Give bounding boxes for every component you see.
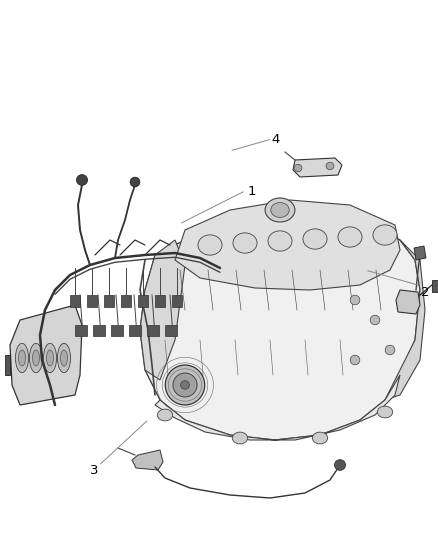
Ellipse shape — [18, 350, 25, 366]
Ellipse shape — [377, 406, 392, 418]
Ellipse shape — [265, 198, 295, 222]
Polygon shape — [155, 295, 165, 306]
Ellipse shape — [130, 177, 140, 187]
Ellipse shape — [350, 355, 360, 365]
Ellipse shape — [326, 162, 334, 169]
Ellipse shape — [294, 164, 302, 172]
Ellipse shape — [350, 295, 360, 305]
Polygon shape — [70, 295, 80, 306]
Polygon shape — [147, 325, 159, 336]
Text: 3: 3 — [90, 464, 99, 477]
Polygon shape — [140, 240, 185, 380]
Ellipse shape — [268, 231, 292, 251]
Text: 4: 4 — [272, 133, 280, 146]
Ellipse shape — [43, 343, 57, 373]
Ellipse shape — [271, 203, 289, 217]
Polygon shape — [138, 295, 148, 306]
Polygon shape — [140, 220, 420, 440]
Polygon shape — [172, 295, 182, 306]
Polygon shape — [93, 325, 105, 336]
Polygon shape — [175, 200, 400, 290]
Polygon shape — [293, 158, 342, 177]
Ellipse shape — [32, 350, 39, 366]
Polygon shape — [129, 325, 141, 336]
Polygon shape — [132, 450, 163, 470]
Polygon shape — [111, 325, 123, 336]
Ellipse shape — [370, 315, 380, 325]
Polygon shape — [432, 280, 438, 292]
Ellipse shape — [157, 409, 173, 421]
Ellipse shape — [57, 343, 71, 373]
Ellipse shape — [173, 373, 197, 397]
Ellipse shape — [303, 229, 327, 249]
Ellipse shape — [15, 343, 28, 373]
Ellipse shape — [373, 225, 397, 245]
Polygon shape — [121, 295, 131, 306]
Text: 1: 1 — [247, 185, 256, 198]
Polygon shape — [87, 295, 97, 306]
Polygon shape — [104, 295, 114, 306]
Ellipse shape — [198, 235, 222, 255]
Ellipse shape — [180, 381, 189, 389]
Polygon shape — [155, 375, 400, 440]
Ellipse shape — [338, 227, 362, 247]
Ellipse shape — [29, 343, 42, 373]
Polygon shape — [5, 355, 10, 375]
Ellipse shape — [165, 365, 205, 405]
Polygon shape — [75, 325, 87, 336]
Polygon shape — [10, 305, 82, 405]
Polygon shape — [414, 246, 426, 260]
Polygon shape — [385, 240, 425, 400]
Ellipse shape — [77, 175, 88, 185]
Text: 2: 2 — [420, 286, 429, 298]
Ellipse shape — [60, 350, 67, 366]
Ellipse shape — [385, 345, 395, 355]
Ellipse shape — [232, 432, 247, 444]
Ellipse shape — [312, 432, 328, 444]
Polygon shape — [396, 290, 420, 314]
Ellipse shape — [46, 350, 53, 366]
Ellipse shape — [233, 233, 257, 253]
Ellipse shape — [335, 459, 346, 470]
Polygon shape — [165, 325, 177, 336]
